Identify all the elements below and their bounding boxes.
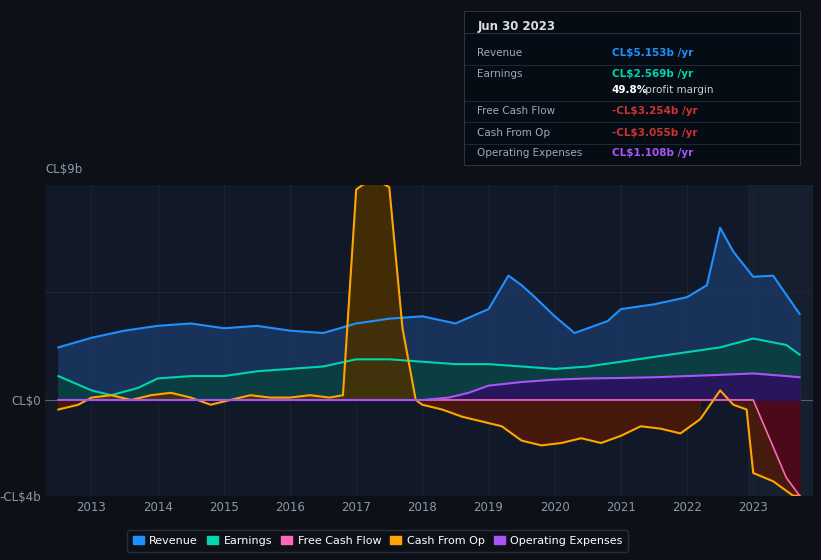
Text: Jun 30 2023: Jun 30 2023: [477, 21, 555, 34]
Bar: [748, 185, 813, 496]
Text: Operating Expenses: Operating Expenses: [477, 148, 583, 158]
Text: CL$9b: CL$9b: [45, 164, 82, 176]
Text: profit margin: profit margin: [642, 85, 713, 95]
Legend: Revenue, Earnings, Free Cash Flow, Cash From Op, Operating Expenses: Revenue, Earnings, Free Cash Flow, Cash …: [127, 530, 628, 552]
Text: CL$2.569b /yr: CL$2.569b /yr: [612, 69, 693, 80]
Text: 49.8%: 49.8%: [612, 85, 649, 95]
Text: CL$1.108b /yr: CL$1.108b /yr: [612, 148, 693, 158]
Text: Free Cash Flow: Free Cash Flow: [477, 106, 556, 116]
Text: CL$5.153b /yr: CL$5.153b /yr: [612, 48, 693, 58]
Text: Cash From Op: Cash From Op: [477, 128, 550, 138]
Text: Revenue: Revenue: [477, 48, 522, 58]
Text: -CL$3.254b /yr: -CL$3.254b /yr: [612, 106, 698, 116]
Text: Earnings: Earnings: [477, 69, 523, 80]
Text: -CL$3.055b /yr: -CL$3.055b /yr: [612, 128, 698, 138]
